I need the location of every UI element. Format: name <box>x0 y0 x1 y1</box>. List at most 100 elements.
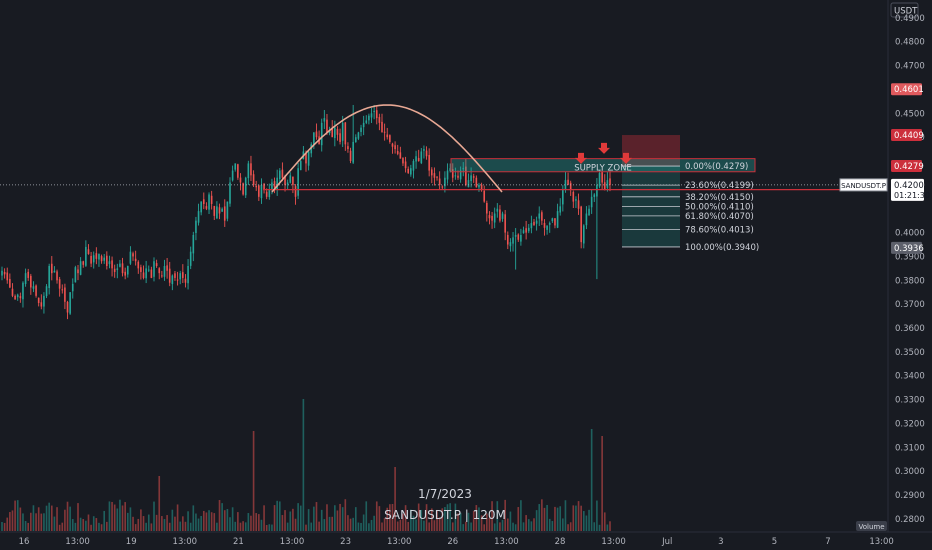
candle-body <box>218 207 221 214</box>
volume-bar <box>166 515 168 531</box>
volume-bar <box>35 513 37 531</box>
time-tick-label: 21 <box>233 537 244 547</box>
candle-body <box>56 271 58 281</box>
candle-body <box>150 269 153 278</box>
volume-bar <box>331 516 334 531</box>
candle-body <box>410 168 412 175</box>
volume-bar <box>320 509 323 531</box>
volume-badge[interactable] <box>856 521 887 531</box>
volume-bar <box>11 510 14 531</box>
candle-body <box>433 173 436 178</box>
volume-bar <box>247 513 250 531</box>
volume-bar <box>299 505 302 531</box>
volume-bar <box>19 507 22 531</box>
volume-bar <box>278 501 281 531</box>
candle-body <box>147 269 150 271</box>
symbol-tag[interactable] <box>839 178 888 192</box>
candle-body <box>391 143 394 147</box>
price-label-badge <box>891 160 922 173</box>
candle-body <box>404 161 407 169</box>
volume-bar <box>396 521 399 531</box>
candle-body <box>368 115 370 121</box>
volume-bar <box>517 507 520 531</box>
countdown-value: 01:21:30 <box>894 191 930 200</box>
candle-body <box>187 266 189 284</box>
currency-badge[interactable] <box>890 2 919 18</box>
candle-body <box>132 253 134 257</box>
candle-body <box>543 222 546 228</box>
candle-body <box>278 170 281 180</box>
candle-body <box>271 182 273 190</box>
volume-bar <box>470 522 472 531</box>
candle-body <box>483 190 486 202</box>
candle-body <box>470 175 472 182</box>
current-price-badge <box>891 178 924 201</box>
candle-body <box>103 257 106 261</box>
candle-body <box>48 266 50 289</box>
candle-body <box>64 287 66 302</box>
volume-bar <box>237 512 239 531</box>
volume-bar <box>268 524 271 531</box>
candle-body <box>417 157 420 162</box>
candle-body <box>585 213 588 226</box>
volume-bar <box>391 503 394 531</box>
candle-body <box>50 263 53 274</box>
candle-body <box>69 292 71 314</box>
time-tick-label: 13:00 <box>173 537 198 547</box>
volume-bar <box>297 503 299 531</box>
price-tick-label: 0.3600 <box>895 324 925 334</box>
candle-body <box>496 208 499 212</box>
candle-body <box>328 130 331 134</box>
volume-bar <box>313 506 315 531</box>
volume-bar <box>475 505 478 531</box>
volume-bar <box>273 505 276 531</box>
time-axis[interactable]: 16 13:00 19 13:00 21 13:00 23 13:00 26 13:00 28 13:… <box>0 531 932 550</box>
price-axis[interactable]: USDT 0.49000.48000.47000.45000.44000.420… <box>887 0 932 550</box>
candle-body <box>11 288 14 296</box>
price-tick-label: 0.4000 <box>895 229 925 239</box>
candle-body <box>210 195 213 204</box>
candle-body <box>237 164 239 178</box>
candle-body <box>596 184 598 197</box>
volume-bar <box>381 522 383 531</box>
volume-bar <box>56 507 58 531</box>
candle-body <box>9 278 11 288</box>
volume-bar <box>551 521 554 531</box>
volume-bar <box>535 510 538 531</box>
candle-body <box>100 256 103 262</box>
candle-body <box>79 261 82 275</box>
candle-body <box>548 223 551 225</box>
volume-bar <box>527 519 530 531</box>
candle-body <box>247 163 250 179</box>
time-tick-label: Jul <box>661 537 672 547</box>
candle-body <box>326 119 328 133</box>
volume-bar <box>378 506 381 531</box>
candle-body <box>281 169 284 178</box>
plot-background <box>0 0 888 532</box>
volume-bar <box>564 500 567 531</box>
volume-bar <box>174 516 176 531</box>
volume-bar <box>559 506 562 531</box>
candle-body <box>349 150 352 162</box>
candle-body <box>527 227 530 232</box>
candle-body <box>428 155 430 171</box>
candle-body <box>457 175 459 178</box>
candle-body <box>472 176 475 178</box>
price-tick-label: 0.3500 <box>895 348 925 358</box>
candle-body <box>517 234 520 240</box>
candle-body <box>341 122 344 141</box>
candle-body <box>454 175 457 177</box>
volume-bar <box>281 515 284 531</box>
volume-bar <box>182 516 184 531</box>
candle-body <box>486 202 488 214</box>
rounding-top-arc[interactable] <box>271 104 503 193</box>
volume-bar <box>61 522 64 531</box>
supply-zone[interactable] <box>450 158 756 173</box>
candle-body <box>449 168 451 171</box>
volume-bar <box>441 508 444 531</box>
candle-body <box>389 135 391 142</box>
candle-body <box>74 267 77 283</box>
volume-bar <box>27 522 30 531</box>
